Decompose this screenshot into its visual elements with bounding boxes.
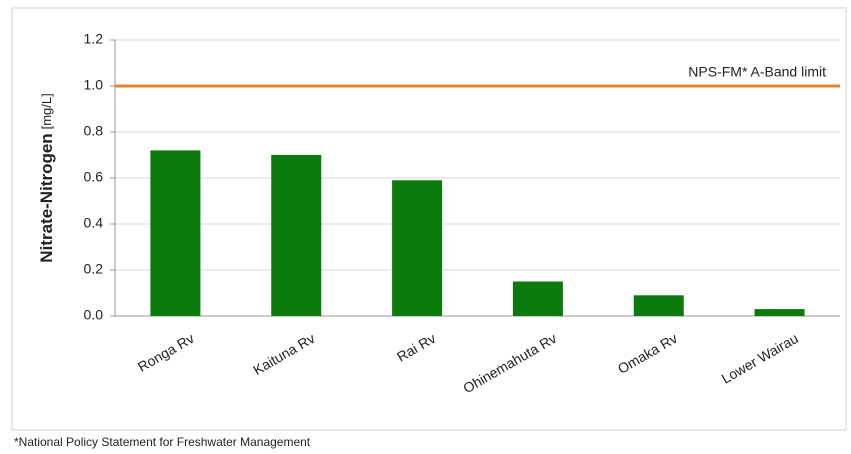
y-axis-label-name: Nitrate-Nitrogen bbox=[37, 133, 56, 262]
footnote: *National Policy Statement for Freshwate… bbox=[14, 435, 311, 449]
y-tick-label: 0.2 bbox=[84, 261, 104, 277]
bar bbox=[392, 180, 443, 316]
bar bbox=[512, 281, 563, 316]
y-tick-label: 1.0 bbox=[84, 77, 104, 93]
y-tick-label: 0.6 bbox=[84, 169, 104, 185]
y-axis-label: Nitrate-Nitrogen [mg/L] bbox=[37, 93, 56, 262]
y-tick-label: 0.0 bbox=[84, 307, 104, 323]
y-tick-label: 0.8 bbox=[84, 123, 104, 139]
bar bbox=[271, 155, 322, 316]
reference-line-label: NPS-FM* A-Band limit bbox=[688, 64, 826, 80]
bar bbox=[754, 309, 805, 316]
y-tick-label: 0.4 bbox=[84, 215, 104, 231]
bar bbox=[633, 295, 684, 316]
y-tick-label: 1.2 bbox=[84, 31, 104, 47]
y-axis-label-unit: [mg/L] bbox=[39, 93, 54, 129]
bar bbox=[150, 150, 201, 316]
